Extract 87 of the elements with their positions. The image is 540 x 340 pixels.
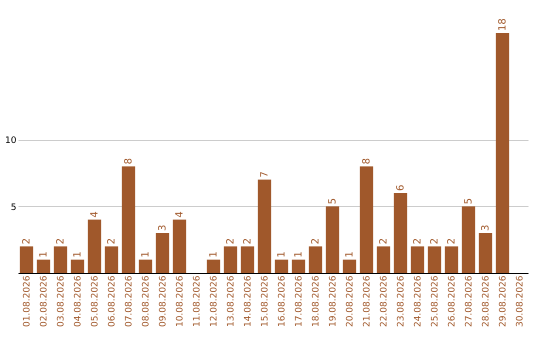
- x-tick-label: 26.08.2026: [448, 275, 458, 328]
- data-label: 1: [344, 251, 356, 258]
- bar: [156, 233, 170, 273]
- x-tick-label: 18.08.2026: [312, 275, 322, 328]
- x-tick-label: 04.08.2026: [74, 275, 84, 328]
- x-tick-label: 23.08.2026: [396, 275, 406, 328]
- x-tick-label: 10.08.2026: [176, 275, 186, 328]
- bar: [70, 260, 84, 273]
- bar: [240, 246, 254, 273]
- data-label: 2: [226, 238, 236, 244]
- x-tick-label: 30.08.2026: [516, 275, 526, 328]
- data-label: 5: [464, 198, 474, 204]
- data-label: 3: [158, 224, 168, 231]
- bar: [138, 260, 152, 273]
- x-tick-label: 19.08.2026: [328, 275, 338, 328]
- data-label: 3: [480, 224, 492, 231]
- x-tick-label: 28.08.2026: [482, 275, 492, 328]
- data-label: 18: [498, 18, 508, 31]
- data-label: 1: [276, 251, 288, 258]
- x-tick-label: 06.08.2026: [108, 275, 118, 328]
- bar: [206, 260, 220, 273]
- bar: [496, 33, 510, 273]
- x-tick-label: 09.08.2026: [158, 275, 168, 328]
- x-tick-label: 05.08.2026: [90, 275, 100, 328]
- bar: [292, 260, 306, 273]
- data-label: 5: [328, 198, 338, 204]
- data-label: 2: [242, 238, 254, 244]
- x-tick-label: 27.08.2026: [464, 275, 474, 328]
- bar: [394, 193, 408, 273]
- x-tick-label: 24.08.2026: [414, 275, 424, 328]
- bar: [342, 260, 356, 273]
- data-label: 2: [378, 238, 390, 244]
- bar: [104, 246, 118, 273]
- bar: [478, 233, 492, 273]
- x-tick-label: 11.08.2026: [192, 275, 202, 328]
- data-label: 7: [260, 171, 270, 178]
- data-label: 2: [446, 238, 458, 244]
- bar: [376, 246, 390, 273]
- bar: [326, 206, 340, 273]
- y-tick-label: 10: [5, 136, 17, 146]
- x-tick-label: 13.08.2026: [226, 275, 236, 328]
- x-tick-label: 02.08.2026: [40, 275, 50, 328]
- bar: [54, 246, 68, 273]
- bar: [444, 246, 458, 273]
- data-label: 4: [174, 211, 186, 218]
- x-tick-label: 08.08.2026: [142, 275, 152, 328]
- data-label: 2: [412, 238, 424, 244]
- bar: [20, 246, 34, 273]
- bar: [172, 220, 186, 273]
- bar: [122, 166, 136, 273]
- data-label: 8: [362, 158, 372, 164]
- x-tick-label: 22.08.2026: [380, 275, 390, 328]
- data-label: 1: [294, 251, 304, 258]
- bar: [224, 246, 238, 273]
- x-tick-label: 29.08.2026: [498, 275, 508, 328]
- data-label: 1: [140, 251, 152, 258]
- data-label: 1: [38, 251, 50, 258]
- bar: [88, 220, 102, 273]
- data-label: 2: [106, 238, 118, 244]
- x-tick-label: 17.08.2026: [294, 275, 304, 328]
- bar: [258, 180, 272, 273]
- x-tick-label: 12.08.2026: [210, 275, 220, 328]
- x-tick-label: 03.08.2026: [56, 275, 66, 328]
- data-label: 2: [430, 238, 440, 244]
- x-tick-label: 01.08.2026: [22, 275, 32, 328]
- bar: [428, 246, 442, 273]
- x-tick-label: 20.08.2026: [346, 275, 356, 328]
- x-tick-label: 25.08.2026: [430, 275, 440, 328]
- bar: [308, 246, 322, 273]
- data-label: 6: [396, 184, 406, 191]
- data-label: 8: [124, 158, 134, 164]
- data-label: 1: [208, 251, 220, 258]
- x-tick-label: 15.08.2026: [260, 275, 270, 328]
- x-tick-label: 21.08.2026: [362, 275, 372, 328]
- data-label: 2: [22, 238, 32, 244]
- bar: [410, 246, 424, 273]
- data-label: 2: [310, 238, 322, 244]
- data-label: 2: [56, 238, 66, 244]
- bar: [360, 166, 374, 273]
- x-tick-label: 07.08.2026: [124, 275, 134, 328]
- x-tick-label: 16.08.2026: [278, 275, 288, 328]
- bar: [274, 260, 288, 273]
- bar: [462, 206, 476, 273]
- data-label: 1: [72, 251, 84, 258]
- bar: [36, 260, 50, 273]
- data-label: 4: [90, 211, 100, 218]
- x-tick-label: 14.08.2026: [244, 275, 254, 328]
